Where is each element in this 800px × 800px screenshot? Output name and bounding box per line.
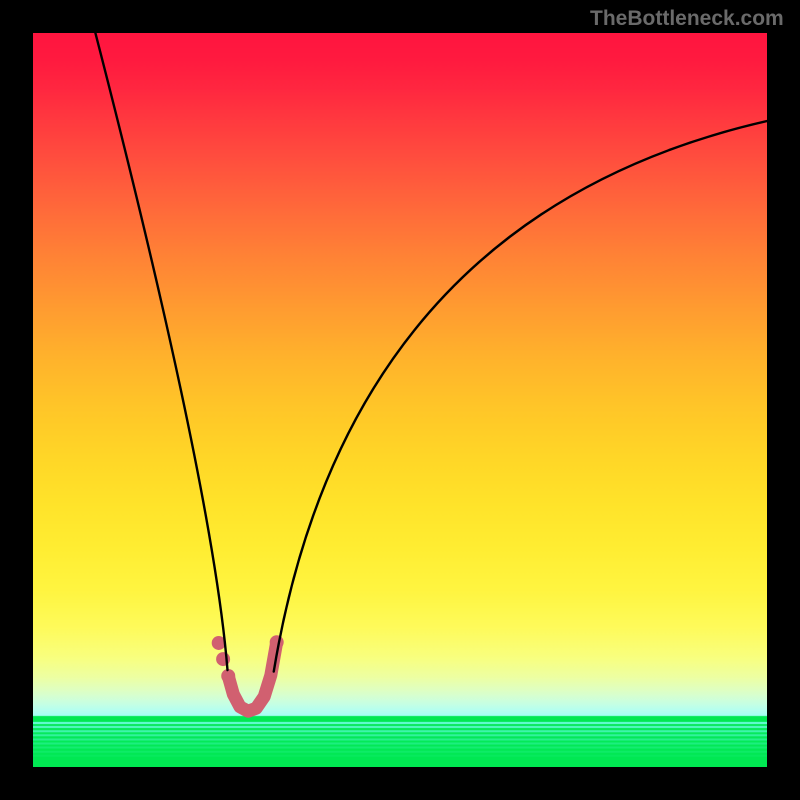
dip-dot: [221, 669, 235, 683]
curve-overlay: [33, 33, 767, 767]
plot-area: [33, 33, 767, 767]
bottleneck-curve-left: [95, 33, 227, 670]
dip-trough: [228, 642, 276, 711]
dip-dot: [270, 635, 284, 649]
bottleneck-curve-right: [274, 121, 767, 672]
watermark-text: TheBottleneck.com: [590, 7, 784, 31]
